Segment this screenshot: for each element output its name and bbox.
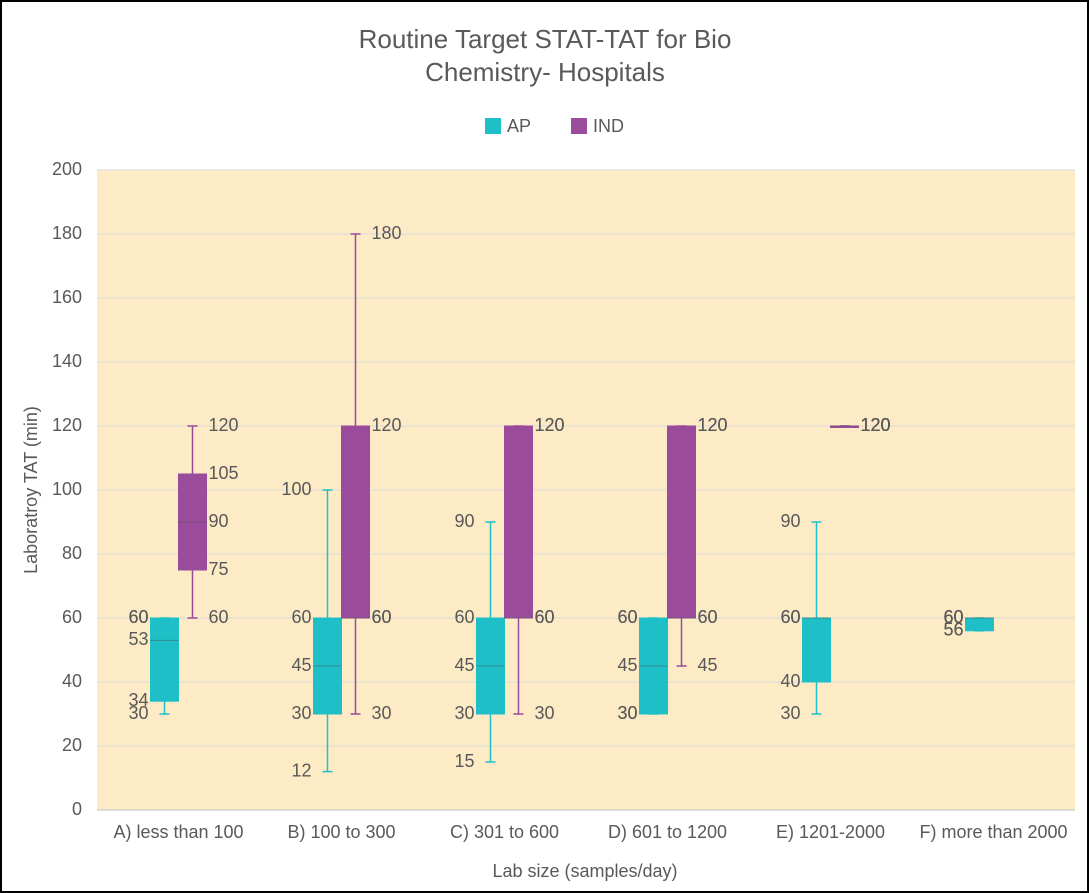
box [150,617,179,702]
data-label: 60 [617,607,637,627]
data-label: 30 [454,703,474,723]
box [341,425,370,619]
x-axis-title: Lab size (samples/day) [492,861,677,881]
data-label: 34 [128,690,148,710]
legend-swatch [571,118,587,134]
x-tick-label: F) more than 2000 [919,822,1067,842]
data-label: 30 [535,703,555,723]
data-label: 90 [209,511,229,531]
y-tick-label: 80 [62,543,82,563]
data-label: 120 [535,415,565,435]
y-tick-label: 40 [62,671,82,691]
y-tick-label: 140 [52,351,82,371]
data-label: 30 [617,703,637,723]
data-label: 120 [861,415,891,435]
data-label: 105 [209,463,239,483]
x-tick-label: C) 301 to 600 [450,822,559,842]
data-label: 60 [128,607,148,627]
data-label: 60 [128,607,148,627]
data-label: 60 [780,607,800,627]
y-tick-label: 20 [62,735,82,755]
data-label: 60 [454,607,474,627]
y-tick-label: 120 [52,415,82,435]
data-label: 45 [698,655,718,675]
data-label: 60 [535,607,555,627]
data-label: 120 [861,415,891,435]
data-label: 60 [372,607,392,627]
data-label: 30 [372,703,392,723]
data-label: 60 [943,607,963,627]
y-tick-label: 160 [52,287,82,307]
legend-label: AP [507,116,531,136]
legend-swatch [485,118,501,134]
data-label: 120 [861,415,891,435]
data-label: 45 [617,655,637,675]
legend-label: IND [593,116,624,136]
y-tick-label: 200 [52,159,82,179]
data-label: 180 [372,223,402,243]
data-label: 120 [861,415,891,435]
chart-title: Chemistry- Hospitals [425,57,665,87]
y-tick-label: 100 [52,479,82,499]
chart-title: Routine Target STAT-TAT for Bio [359,24,732,54]
data-label: 60 [617,607,637,627]
data-label: 120 [209,415,239,435]
data-label: 45 [454,655,474,675]
data-label: 40 [780,671,800,691]
data-label: 60 [698,607,718,627]
data-label: 120 [861,415,891,435]
y-tick-label: 0 [72,799,82,819]
data-label: 120 [535,415,565,435]
x-tick-label: B) 100 to 300 [287,822,395,842]
data-label: 30 [128,703,148,723]
data-label: 12 [291,760,311,780]
data-label: 90 [454,511,474,531]
data-label: 100 [281,479,311,499]
data-label: 60 [698,607,718,627]
data-label: 30 [291,703,311,723]
box [504,425,533,619]
data-label: 53 [128,629,148,649]
data-label: 15 [454,751,474,771]
data-label: 75 [209,559,229,579]
data-label: 60 [209,607,229,627]
data-label: 60 [291,607,311,627]
data-label: 60 [943,607,963,627]
box [965,617,994,632]
x-tick-label: D) 601 to 1200 [608,822,727,842]
y-axis-title: Laboratroy TAT (min) [21,406,41,574]
data-label: 120 [698,415,728,435]
x-tick-label: A) less than 100 [113,822,243,842]
y-tick-label: 180 [52,223,82,243]
data-label: 120 [698,415,728,435]
data-label: 30 [617,703,637,723]
data-label: 90 [780,511,800,531]
box [667,425,696,619]
data-label: 45 [291,655,311,675]
data-label: 60 [535,607,555,627]
data-label: 56 [943,620,963,640]
y-tick-label: 60 [62,607,82,627]
data-label: 60 [943,607,963,627]
data-label: 60 [372,607,392,627]
data-label: 30 [780,703,800,723]
data-label: 60 [780,607,800,627]
box [802,617,831,683]
x-tick-label: E) 1201-2000 [776,822,885,842]
data-label: 120 [372,415,402,435]
data-label: 56 [943,620,963,640]
